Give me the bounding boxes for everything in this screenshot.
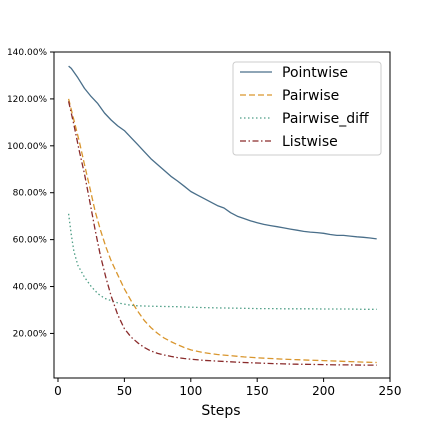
x-tick-label: 200 — [312, 384, 335, 398]
legend-label-listwise: Listwise — [282, 134, 338, 150]
series-line-pairwise-diff — [67, 213, 377, 310]
y-tick-label: 120.00% — [7, 95, 47, 105]
series-line-pairwise — [67, 98, 377, 364]
y-tick-label: 140.00% — [7, 48, 47, 58]
y-tick-label: 40.00% — [13, 283, 48, 293]
ticks-layer: 0 50 100 150 200 250 20.00% 40.00% 60.00% 80.00% 1… — [7, 48, 402, 398]
legend-label-pairwise-diff: Pairwise_diff — [282, 111, 369, 127]
y-tick-label: 100.00% — [7, 142, 47, 152]
x-axis-label: Steps — [201, 403, 240, 419]
x-tick-label: 250 — [379, 384, 402, 398]
y-tick-label: 80.00% — [13, 189, 48, 199]
x-tick-label: 100 — [179, 384, 202, 398]
series-line-pointwise — [68, 65, 377, 240]
legend-label-pairwise: Pairwise — [282, 88, 339, 104]
y-tick-label: 20.00% — [13, 329, 48, 339]
plot-frame — [53, 51, 391, 379]
x-tick-label: 0 — [54, 384, 62, 398]
x-tick-label: 50 — [117, 384, 132, 398]
axes-layer — [53, 51, 391, 379]
series-layer — [67, 65, 377, 366]
x-tick-label: 150 — [246, 384, 269, 398]
legend-box — [232, 61, 382, 156]
legend-label-pointwise: Pointwise — [282, 65, 348, 81]
series-line-listwise — [67, 101, 377, 366]
y-tick-label: 60.00% — [13, 236, 48, 246]
legend: Pointwise Pairwise Pairwise_diff Listwise — [232, 61, 382, 156]
